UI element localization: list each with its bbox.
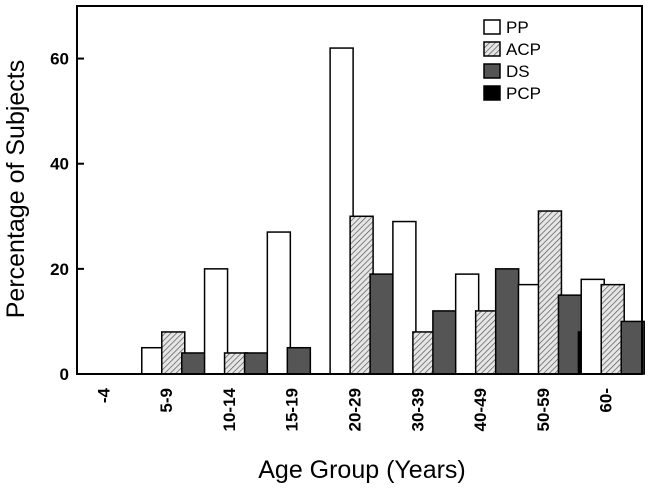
legend: PP ACP DS PCP [483, 18, 541, 103]
x-tick-label-4: 20-29 [345, 388, 364, 431]
bar-ds-6 [494, 268, 520, 375]
legend-label-pp: PP [506, 18, 529, 37]
y-tick-label-2: 40 [50, 155, 69, 174]
x-tick-label-1: 5-9 [157, 388, 176, 413]
y-tick-label-1: 20 [50, 260, 69, 279]
bar-ds-4 [369, 273, 394, 375]
legend-swatch-acp [483, 41, 501, 57]
x-tick-label-8: 60- [597, 388, 616, 413]
x-axis: -4 5-9 10-14 15-19 20-29 30-39 40-49 50-59 60- [94, 387, 615, 431]
bars-group [141, 47, 645, 375]
legend-swatch-ds [483, 63, 501, 79]
bar-ds-1 [181, 352, 206, 375]
x-tick-label-6: 40-49 [471, 388, 490, 431]
bar-ds-8 [620, 320, 645, 375]
x-axis-title: Age Group (Years) [258, 456, 466, 484]
y-tick-label-3: 60 [50, 50, 69, 69]
x-tick-label-0: -4 [94, 387, 113, 403]
x-tick-label-3: 15-19 [283, 388, 302, 431]
x-tick-label-5: 30-39 [408, 388, 427, 431]
x-tick-label-2: 10-14 [220, 387, 239, 431]
bar-ds-2 [243, 352, 269, 375]
legend-label-pcp: PCP [506, 84, 541, 103]
legend-label-ds: DS [506, 62, 530, 81]
legend-label-acp: ACP [506, 40, 541, 59]
plot-frame [76, 5, 643, 375]
y-axis-title: Percentage of Subjects [2, 60, 30, 319]
legend-swatch-pcp [483, 85, 501, 101]
x-tick-label-7: 50-59 [534, 388, 553, 431]
y-tick-label-0: 0 [60, 365, 69, 384]
y-axis: 0 20 40 60 [50, 50, 84, 384]
bar-ds-3 [286, 346, 312, 375]
bar-ds-5 [432, 310, 457, 375]
legend-swatch-pp [483, 19, 501, 35]
